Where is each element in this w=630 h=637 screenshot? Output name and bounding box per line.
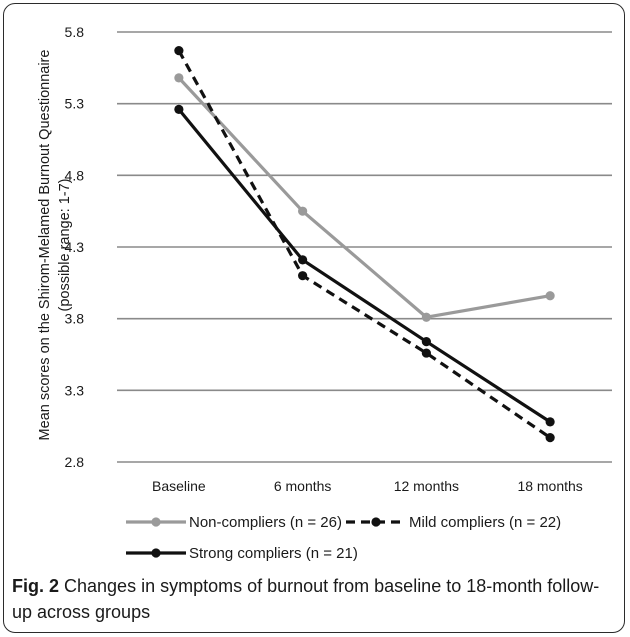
caption-text: Changes in symptoms of burnout from base… — [12, 576, 600, 622]
gridlines — [117, 31, 612, 463]
y-tick-label: 3.8 — [65, 311, 85, 327]
figure-caption: Fig. 2 Changes in symptoms of burnout fr… — [12, 573, 617, 625]
y-tick-label: 3.3 — [65, 382, 85, 398]
data-point — [174, 104, 184, 114]
data-point — [298, 206, 308, 216]
data-point — [421, 337, 431, 347]
series-lines — [174, 46, 555, 443]
legend-label: Non-compliers (n = 26) — [189, 514, 342, 531]
y-tick-label: 4.8 — [65, 167, 85, 183]
series-line — [177, 108, 551, 424]
caption-label: Fig. 2 — [12, 576, 60, 596]
y-tick-label: 4.3 — [65, 239, 85, 255]
x-tick-label: 6 months — [274, 478, 332, 494]
x-tick-label: Baseline — [152, 478, 206, 494]
x-axis-ticks: Baseline 6 months 12 months 18 months — [152, 478, 583, 494]
y-axis-label-line1: Mean scores on the Shirom-Melamed Burnou… — [37, 50, 53, 441]
data-point — [421, 312, 431, 322]
data-point — [545, 417, 555, 427]
data-point — [545, 291, 555, 301]
y-axis-label: Mean scores on the Shirom-Melamed Burnou… — [37, 50, 73, 441]
y-tick-label: 5.3 — [65, 96, 85, 112]
x-tick-label: 12 months — [394, 478, 459, 494]
y-axis-label-line2: (possible range: 1-7) — [57, 179, 73, 312]
x-tick-label: 18 months — [517, 478, 582, 494]
data-point — [174, 73, 184, 83]
data-point — [298, 271, 308, 281]
series-line — [177, 49, 552, 439]
data-point — [545, 433, 555, 443]
y-tick-label: 2.8 — [65, 454, 85, 470]
legend-swatch-marker — [151, 517, 161, 527]
legend-label: Mild compliers (n = 22) — [409, 514, 561, 531]
data-point — [421, 348, 431, 358]
y-axis-ticks: 2.8 3.3 3.8 4.3 4.8 5.3 5.8 — [65, 24, 85, 470]
legend-swatch-marker — [371, 517, 381, 527]
y-tick-label: 5.8 — [65, 24, 85, 40]
data-point — [174, 46, 184, 56]
legend-label: Strong compliers (n = 21) — [189, 545, 358, 562]
data-point — [298, 255, 308, 265]
legend-swatch-marker — [151, 548, 161, 558]
series-line — [177, 76, 551, 319]
line-chart: 2.8 3.3 3.8 4.3 4.8 5.3 5.8 Baseline 6 months 12… — [37, 24, 612, 562]
legend: Non-compliers (n = 26) Mild compliers (n … — [126, 514, 561, 562]
